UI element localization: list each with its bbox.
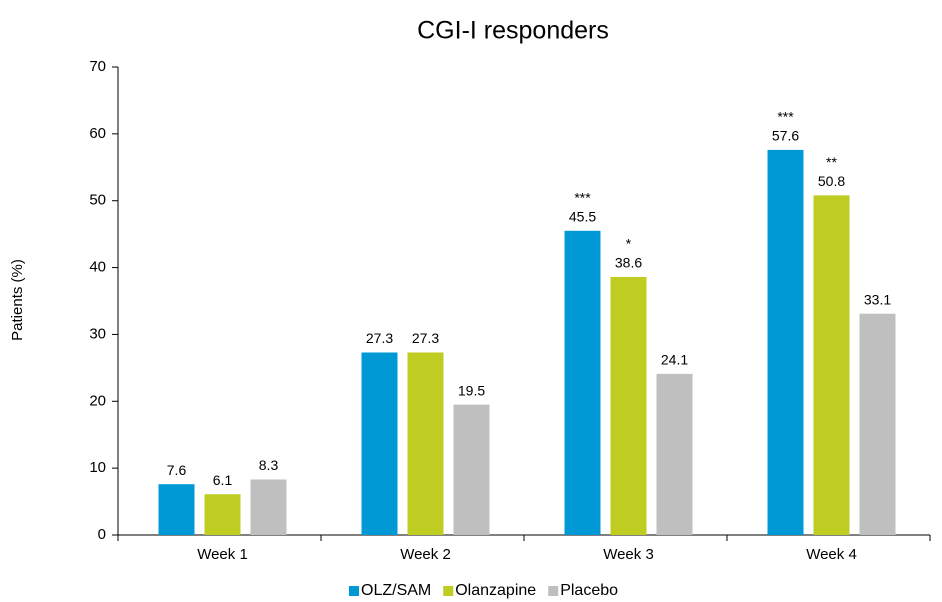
legend-label: Olanzapine [455,582,536,599]
legend-swatch [349,586,359,596]
value-label: 38.6 [615,255,642,271]
x-tick-label: Week 1 [197,546,248,563]
y-tick-label: 10 [89,459,106,476]
bar [813,195,850,535]
significance-label: *** [574,190,591,206]
bar [453,404,490,535]
bar [158,484,195,535]
value-label: 8.3 [259,457,279,473]
value-label: 27.3 [412,330,439,346]
bar [767,149,804,535]
significance-label: * [626,236,632,252]
bar [859,313,896,535]
x-tick-label: Week 3 [603,546,654,563]
y-tick-label: 70 [89,58,106,75]
y-axis-label: Patients (%) [9,259,26,341]
y-tick-label: 20 [89,392,106,409]
bar [564,230,601,536]
legend-swatch [443,586,454,596]
bar [204,494,241,535]
value-label: 6.1 [213,472,233,488]
bar [407,352,444,535]
bar [656,373,693,535]
x-tick-label: Week 4 [806,546,857,563]
y-tick-label: 50 [89,192,106,209]
legend-label: OLZ/SAM [361,582,431,599]
value-label: 27.3 [366,330,393,346]
value-label: 57.6 [772,128,799,144]
bar [250,479,287,535]
value-label: 45.5 [569,209,596,225]
legend-label: Placebo [560,582,618,599]
significance-label: *** [777,109,794,125]
value-label: 24.1 [661,352,688,368]
chart-title: CGI-I responders [417,17,609,45]
x-tick-label: Week 2 [400,546,451,563]
y-tick-label: 60 [89,125,106,142]
bar [361,352,398,535]
significance-label: ** [826,154,837,170]
y-tick-label: 40 [89,259,106,276]
value-label: 19.5 [458,382,485,398]
bar [610,276,647,535]
value-label: 50.8 [818,173,845,189]
value-label: 7.6 [167,462,187,478]
y-tick-label: 0 [98,526,106,543]
legend-swatch [548,586,559,596]
y-tick-label: 30 [89,325,106,342]
value-label: 33.1 [864,291,891,307]
